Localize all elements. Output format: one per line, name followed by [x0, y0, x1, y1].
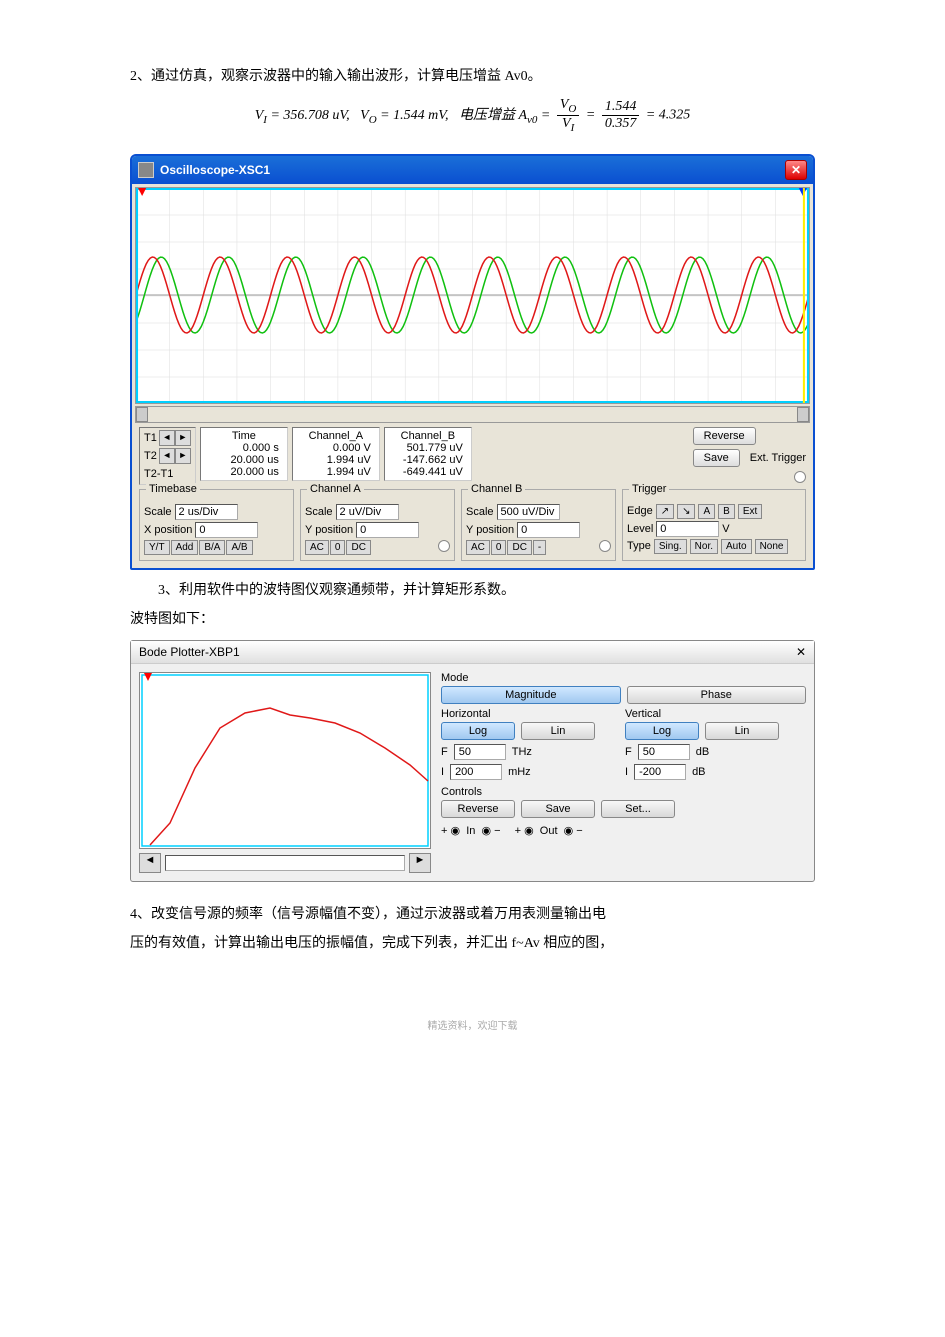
cha-radio[interactable]: [438, 540, 450, 552]
v-lin-button[interactable]: Lin: [705, 722, 779, 740]
bode-set-button[interactable]: Set...: [601, 800, 675, 818]
cha-zero-button[interactable]: 0: [330, 540, 346, 555]
paragraph-2: 2、通过仿真，观察示波器中的输入输出波形，计算电压增益 Av0。: [130, 64, 815, 89]
trigger-group: Trigger Edge ↗ ↘ A B Ext Level0V Type Si…: [622, 489, 806, 561]
chb-minus-button[interactable]: -: [533, 540, 546, 555]
osc-app-icon: [138, 162, 154, 178]
v-f-input[interactable]: 50: [638, 744, 690, 760]
h-log-button[interactable]: Log: [441, 722, 515, 740]
paragraph-4a: 4、改变信号源的频率（信号源幅值不变），通过示波器或着万用表测量输出电: [130, 902, 815, 927]
osc-titlebar[interactable]: Oscilloscope-XSC1 ✕: [132, 156, 813, 184]
bode-window: Bode Plotter-XBP1 ✕ ◄ ► Mode Magnitude P…: [130, 640, 815, 882]
cursor-labels: T1◄► T2◄► T2-T1: [139, 427, 196, 485]
timebase-xpos-input[interactable]: 0: [195, 522, 258, 538]
bode-cursor-value: [165, 855, 405, 871]
ext-trigger-label: Ext. Trigger: [750, 452, 806, 464]
channel-b-column: Channel_B 501.779 uV-147.662 uV-649.441 …: [384, 427, 472, 481]
time-column: Time 0.000 s20.000 us20.000 us: [200, 427, 288, 481]
controls-label: Controls: [441, 786, 806, 798]
reverse-button[interactable]: Reverse: [693, 427, 756, 445]
cha-dc-button[interactable]: DC: [346, 540, 370, 555]
osc-display: [135, 187, 810, 404]
bode-prev-button[interactable]: ◄: [139, 853, 161, 873]
vertical-label: Vertical: [625, 708, 779, 720]
chb-ypos-input[interactable]: 0: [517, 522, 580, 538]
mode-label: Mode: [441, 672, 806, 684]
trig-ext-button[interactable]: Ext: [738, 504, 762, 519]
formula-gain: VI = 356.708 uV, VO = 1.544 mV, 电压增益 Av0…: [130, 97, 815, 134]
trig-nor-button[interactable]: Nor.: [690, 539, 718, 554]
bode-titlebar[interactable]: Bode Plotter-XBP1 ✕: [131, 641, 814, 664]
footer: 精选资料，欢迎下载: [130, 1017, 815, 1032]
yt-button[interactable]: Y/T: [144, 540, 170, 555]
chb-scale-input[interactable]: 500 uV/Div: [497, 504, 560, 520]
h-f-input[interactable]: 50: [454, 744, 506, 760]
ab-button[interactable]: A/B: [226, 540, 252, 555]
v-i-input[interactable]: -200: [634, 764, 686, 780]
edge-fall-button[interactable]: ↘: [677, 504, 695, 519]
bode-title: Bode Plotter-XBP1: [139, 645, 240, 659]
cha-scale-input[interactable]: 2 uV/Div: [336, 504, 399, 520]
t1-left-button[interactable]: ◄: [159, 430, 175, 446]
paragraph-3b: 波特图如下：: [130, 607, 815, 632]
timebase-group: Timebase Scale2 us/Div X position0 Y/T A…: [139, 489, 294, 561]
chb-zero-button[interactable]: 0: [491, 540, 507, 555]
edge-rise-button[interactable]: ↗: [656, 504, 674, 519]
h-i-input[interactable]: 200: [450, 764, 502, 780]
ext-trigger-radio[interactable]: [794, 471, 806, 483]
chb-ac-button[interactable]: AC: [466, 540, 490, 555]
chb-dc-button[interactable]: DC: [507, 540, 531, 555]
add-button[interactable]: Add: [171, 540, 199, 555]
save-button[interactable]: Save: [693, 449, 740, 467]
v-log-button[interactable]: Log: [625, 722, 699, 740]
trig-none-button[interactable]: None: [755, 539, 789, 554]
trig-auto-button[interactable]: Auto: [721, 539, 752, 554]
h-lin-button[interactable]: Lin: [521, 722, 595, 740]
cha-ac-button[interactable]: AC: [305, 540, 329, 555]
t1-right-button[interactable]: ►: [175, 430, 191, 446]
ba-button[interactable]: B/A: [199, 540, 225, 555]
horizontal-label: Horizontal: [441, 708, 595, 720]
trig-level-input[interactable]: 0: [656, 521, 719, 537]
channel-b-group: Channel B Scale500 uV/Div Y position0 AC…: [461, 489, 616, 561]
chb-radio[interactable]: [599, 540, 611, 552]
trig-sing-button[interactable]: Sing.: [654, 539, 687, 554]
osc-scrollbar[interactable]: [135, 406, 810, 423]
paragraph-4b: 压的有效值，计算出输出电压的振幅值，完成下列表，并汇出 f~Av 相应的图，: [130, 931, 815, 956]
cha-ypos-input[interactable]: 0: [356, 522, 419, 538]
magnitude-button[interactable]: Magnitude: [441, 686, 621, 704]
bode-save-button[interactable]: Save: [521, 800, 595, 818]
oscilloscope-window: Oscilloscope-XSC1 ✕ T1◄► T2◄► T2-T1 Time…: [130, 154, 815, 570]
bode-next-button[interactable]: ►: [409, 853, 431, 873]
timebase-scale-input[interactable]: 2 us/Div: [175, 504, 238, 520]
bode-close-icon[interactable]: ✕: [796, 645, 806, 659]
bode-reverse-button[interactable]: Reverse: [441, 800, 515, 818]
t2-right-button[interactable]: ►: [175, 448, 191, 464]
bode-display: [139, 672, 431, 849]
phase-button[interactable]: Phase: [627, 686, 807, 704]
close-icon[interactable]: ✕: [785, 160, 807, 180]
channel-a-column: Channel_A 0.000 V1.994 uV1.994 uV: [292, 427, 380, 481]
osc-title: Oscilloscope-XSC1: [160, 163, 270, 177]
channel-a-group: Channel A Scale2 uV/Div Y position0 AC 0…: [300, 489, 455, 561]
t2-left-button[interactable]: ◄: [159, 448, 175, 464]
trig-a-button[interactable]: A: [698, 504, 715, 519]
paragraph-3a: 3、利用软件中的波特图仪观察通频带，并计算矩形系数。: [130, 578, 815, 603]
in-terminals: + ◉ In ◉ −: [441, 824, 501, 837]
out-terminals: + ◉ Out ◉ −: [515, 824, 583, 837]
trig-b-button[interactable]: B: [718, 504, 735, 519]
